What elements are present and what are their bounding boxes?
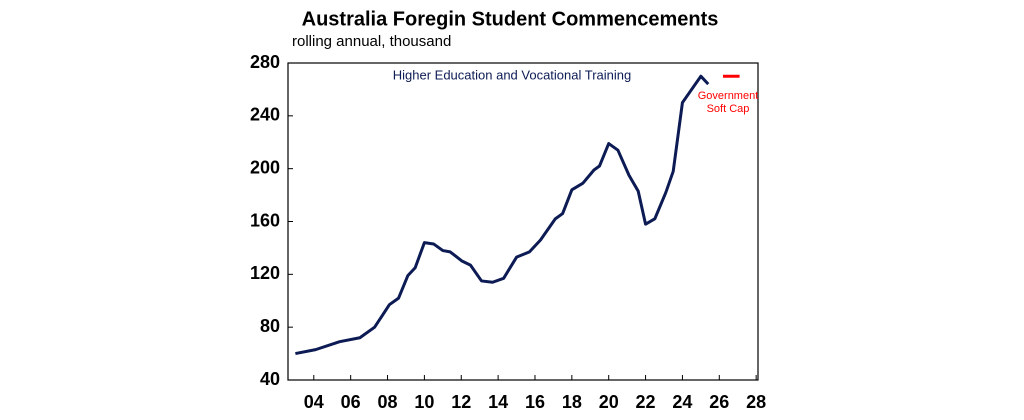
x-tick-label: 16 bbox=[525, 392, 545, 412]
chart-subtitle: rolling annual, thousand bbox=[292, 33, 451, 50]
y-tick-label: 160 bbox=[250, 210, 280, 230]
x-tick-label: 06 bbox=[341, 392, 361, 412]
y-tick-label: 40 bbox=[260, 369, 280, 389]
x-tick-label: 24 bbox=[672, 392, 692, 412]
x-tick-label: 20 bbox=[599, 392, 619, 412]
y-tick-label: 240 bbox=[250, 105, 280, 125]
y-tick-label: 120 bbox=[250, 263, 280, 283]
x-tick-label: 26 bbox=[709, 392, 729, 412]
x-tick-label: 14 bbox=[488, 392, 508, 412]
x-tick-label: 18 bbox=[562, 392, 582, 412]
y-tick-label: 280 bbox=[250, 52, 280, 72]
x-tick-label: 10 bbox=[414, 392, 434, 412]
series-label: Higher Education and Vocational Training bbox=[393, 67, 632, 82]
x-tick-label: 12 bbox=[451, 392, 471, 412]
y-tick-label: 200 bbox=[250, 157, 280, 177]
x-tick-label: 28 bbox=[746, 392, 766, 412]
chart-title: Australia Foregin Student Commencements bbox=[302, 8, 719, 30]
x-tick-label: 08 bbox=[378, 392, 398, 412]
y-tick-label: 80 bbox=[260, 316, 280, 336]
x-tick-label: 04 bbox=[304, 392, 324, 412]
cap-label: Government Soft Cap bbox=[697, 90, 759, 115]
x-tick-label: 22 bbox=[636, 392, 656, 412]
series-line bbox=[295, 74, 710, 356]
